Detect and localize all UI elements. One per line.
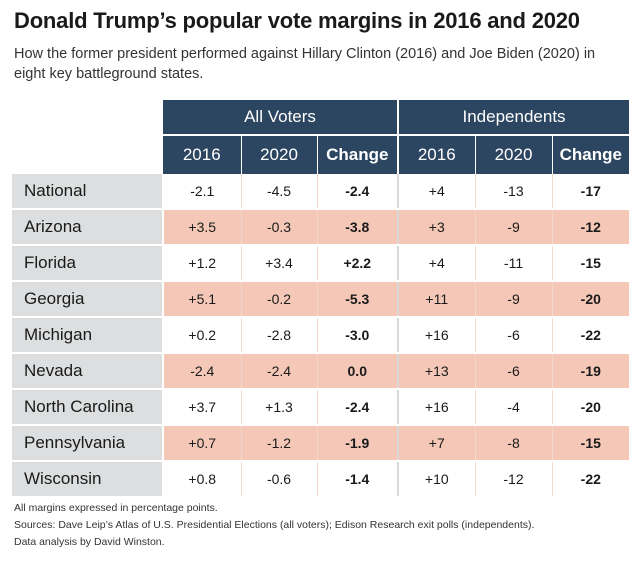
ind-2020-value: -11	[475, 245, 553, 282]
ind-change-value: -15	[552, 245, 630, 282]
all-change-value: +2.2	[317, 245, 400, 282]
all-2016-value: +0.2	[163, 317, 242, 354]
table-row: Michigan +0.2 -2.8 -3.0 +16 -6 -22	[12, 317, 630, 354]
all-change-value: -2.4	[317, 389, 400, 426]
ind-2016-value: +4	[398, 245, 476, 282]
all-change-value: -3.0	[317, 317, 400, 354]
ind-2016-value: +7	[398, 425, 476, 462]
state-label: Pennsylvania	[12, 425, 164, 462]
sources-note: Sources: Dave Leip’s Atlas of U.S. Presi…	[14, 519, 535, 531]
ind-change-value: -15	[552, 425, 630, 462]
header-corner	[12, 135, 163, 174]
col-header-all-2020: 2020	[241, 135, 318, 174]
table-row: Arizona +3.5 -0.3 -3.8 +3 -9 -12	[12, 209, 630, 246]
all-2016-value: +0.8	[163, 461, 242, 498]
ind-change-value: -20	[552, 389, 630, 426]
ind-2016-value: +11	[398, 281, 476, 318]
all-2020-value: -0.2	[241, 281, 318, 318]
table-row: Wisconsin +0.8 -0.6 -1.4 +10 -12 -22	[12, 461, 630, 498]
all-change-value: -1.4	[317, 461, 400, 498]
state-label: Wisconsin	[12, 461, 164, 498]
ind-2020-value: -4	[475, 389, 553, 426]
table-row: Florida +1.2 +3.4 +2.2 +4 -11 -15	[12, 245, 630, 282]
all-2016-value: +3.5	[163, 209, 242, 246]
state-label: Georgia	[12, 281, 164, 318]
chart-subtitle: How the former president performed again…	[14, 46, 596, 82]
state-label: National	[12, 174, 164, 210]
ind-change-value: -22	[552, 317, 630, 354]
chart-title: Donald Trump’s popular vote margins in 2…	[14, 8, 580, 33]
all-change-value: -5.3	[317, 281, 400, 318]
ind-2016-value: +10	[398, 461, 476, 498]
table-row: Pennsylvania +0.7 -1.2 -1.9 +7 -8 -15	[12, 425, 630, 462]
table-row: Nevada -2.4 -2.4 0.0 +13 -6 -19	[12, 353, 630, 390]
ind-2020-value: -8	[475, 425, 553, 462]
all-2020-value: -1.2	[241, 425, 318, 462]
ind-2016-value: +3	[398, 209, 476, 246]
all-2016-value: -2.1	[163, 174, 242, 210]
ind-change-value: -17	[552, 174, 630, 210]
state-label: Nevada	[12, 353, 164, 390]
ind-2020-value: -9	[475, 209, 553, 246]
all-2020-value: -0.6	[241, 461, 318, 498]
ind-2020-value: -13	[475, 174, 553, 210]
state-label: Arizona	[12, 209, 164, 246]
header-corner	[12, 100, 163, 135]
col-header-all-change: Change	[317, 135, 400, 174]
all-2020-value: -2.4	[241, 353, 318, 390]
units-note: All margins expressed in percentage poin…	[14, 502, 218, 514]
ind-2016-value: +16	[398, 389, 476, 426]
ind-2020-value: -9	[475, 281, 553, 318]
all-2020-value: -2.8	[241, 317, 318, 354]
ind-change-value: -22	[552, 461, 630, 498]
all-2020-value: +1.3	[241, 389, 318, 426]
all-change-value: -1.9	[317, 425, 400, 462]
state-label: Michigan	[12, 317, 164, 354]
ind-change-value: -20	[552, 281, 630, 318]
all-2016-value: +0.7	[163, 425, 242, 462]
all-change-value: -2.4	[317, 174, 400, 210]
footnotes: All margins expressed in percentage poin…	[14, 500, 634, 551]
ind-2016-value: +16	[398, 317, 476, 354]
ind-2016-value: +13	[398, 353, 476, 390]
col-header-ind-change: Change	[552, 135, 630, 174]
all-2016-value: +3.7	[163, 389, 242, 426]
ind-2016-value: +4	[398, 174, 476, 210]
group-header-independents: Independents	[398, 100, 630, 136]
vote-margins-table: All Voters Independents 2016 2020 Change…	[12, 100, 630, 498]
ind-change-value: -12	[552, 209, 630, 246]
col-header-ind-2020: 2020	[475, 135, 553, 174]
col-header-ind-2016: 2016	[398, 135, 476, 174]
all-2016-value: +5.1	[163, 281, 242, 318]
group-header-all-voters: All Voters	[163, 100, 400, 136]
all-2020-value: -0.3	[241, 209, 318, 246]
all-change-value: 0.0	[317, 353, 400, 390]
all-2016-value: +1.2	[163, 245, 242, 282]
state-label: Florida	[12, 245, 164, 282]
table-row: Georgia +5.1 -0.2 -5.3 +11 -9 -20	[12, 281, 630, 318]
analysis-credit: Data analysis by David Winston.	[14, 536, 165, 548]
all-change-value: -3.8	[317, 209, 400, 246]
col-header-all-2016: 2016	[163, 135, 242, 174]
all-2016-value: -2.4	[163, 353, 242, 390]
ind-2020-value: -6	[475, 317, 553, 354]
table-row: North Carolina +3.7 +1.3 -2.4 +16 -4 -20	[12, 389, 630, 426]
all-2020-value: -4.5	[241, 174, 318, 210]
ind-change-value: -19	[552, 353, 630, 390]
ind-2020-value: -6	[475, 353, 553, 390]
state-label: North Carolina	[12, 389, 164, 426]
all-2020-value: +3.4	[241, 245, 318, 282]
ind-2020-value: -12	[475, 461, 553, 498]
table-row: National -2.1 -4.5 -2.4 +4 -13 -17	[12, 174, 630, 210]
